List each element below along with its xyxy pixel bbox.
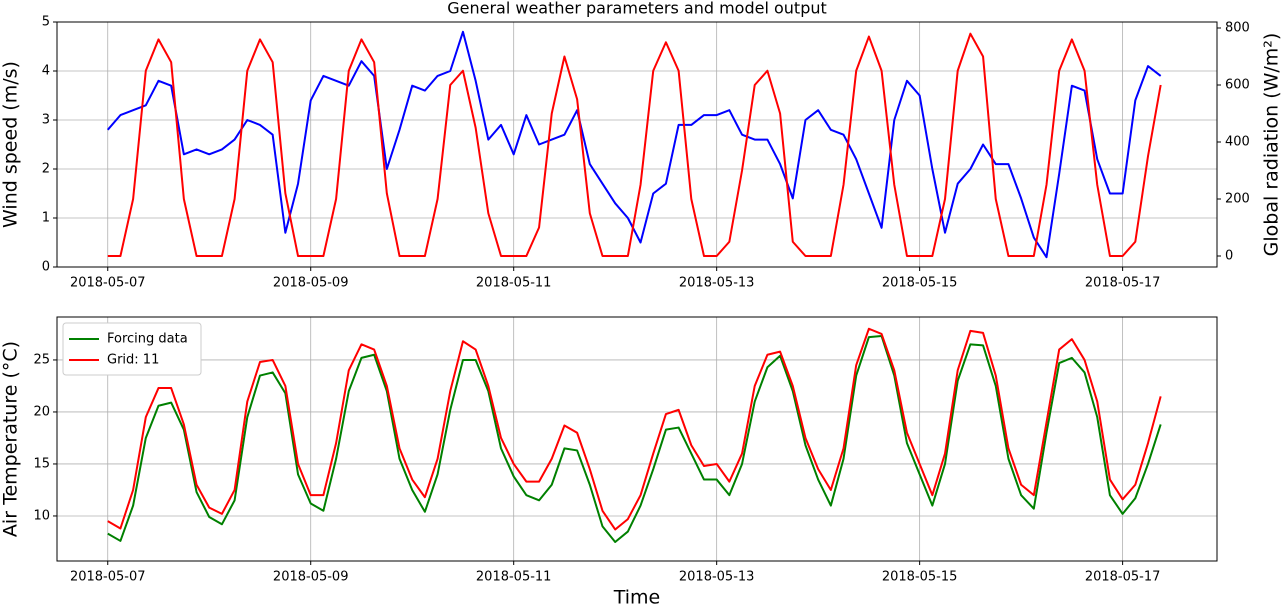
y-tick-label: 20 xyxy=(33,404,50,419)
y2-tick-label: 400 xyxy=(1225,134,1250,149)
chart-title: General weather parameters and model out… xyxy=(447,0,827,18)
x-tick-label: 2018-05-13 xyxy=(679,570,755,585)
plot-frame xyxy=(56,316,1218,562)
y-tick-label: 1 xyxy=(42,211,50,226)
series-line xyxy=(107,327,1162,531)
x-tick-label: 2018-05-17 xyxy=(1085,570,1161,585)
x-tick-label: 2018-05-09 xyxy=(273,570,349,585)
y2-tick-label: 800 xyxy=(1225,20,1250,35)
plot-frame xyxy=(56,21,1218,268)
legend-box xyxy=(62,322,202,376)
x-tick-label: 2018-05-15 xyxy=(882,570,958,585)
x-tick-label: 2018-05-09 xyxy=(273,276,349,291)
y-tick-label: 3 xyxy=(42,113,50,128)
x-tick-label: 2018-05-13 xyxy=(679,276,755,291)
y2-tick-label: 200 xyxy=(1225,191,1250,206)
x-tick-label: 2018-05-11 xyxy=(476,276,552,291)
y-tick-label: 2 xyxy=(42,162,50,177)
legend-label: Grid: 11 xyxy=(107,353,159,368)
series-line xyxy=(107,32,1162,257)
y-tick-label: 0 xyxy=(42,260,50,275)
y-tick-label: 5 xyxy=(42,15,50,30)
y-axis-label: Air Temperature (°C) xyxy=(0,341,22,537)
y2-axis-label: Global radiation (W/m²) xyxy=(1261,33,1281,257)
y2-tick-label: 0 xyxy=(1225,248,1233,263)
x-tick-label: 2018-05-07 xyxy=(70,570,146,585)
x-axis-label: Time xyxy=(613,587,661,605)
x-tick-label: 2018-05-11 xyxy=(476,570,552,585)
x-tick-label: 2018-05-17 xyxy=(1085,276,1161,291)
legend-label: Forcing data xyxy=(107,332,188,347)
y-tick-label: 15 xyxy=(33,456,50,471)
series-line xyxy=(106,30,1162,259)
y-axis-label: Wind speed (m/s) xyxy=(0,61,22,228)
x-tick-label: 2018-05-15 xyxy=(882,276,958,291)
y-tick-label: 25 xyxy=(33,352,50,367)
y-tick-label: 10 xyxy=(33,508,50,523)
x-tick-label: 2018-05-07 xyxy=(70,276,146,291)
series-line xyxy=(107,335,1162,543)
y-tick-label: 4 xyxy=(42,64,50,79)
y2-tick-label: 600 xyxy=(1225,77,1250,92)
